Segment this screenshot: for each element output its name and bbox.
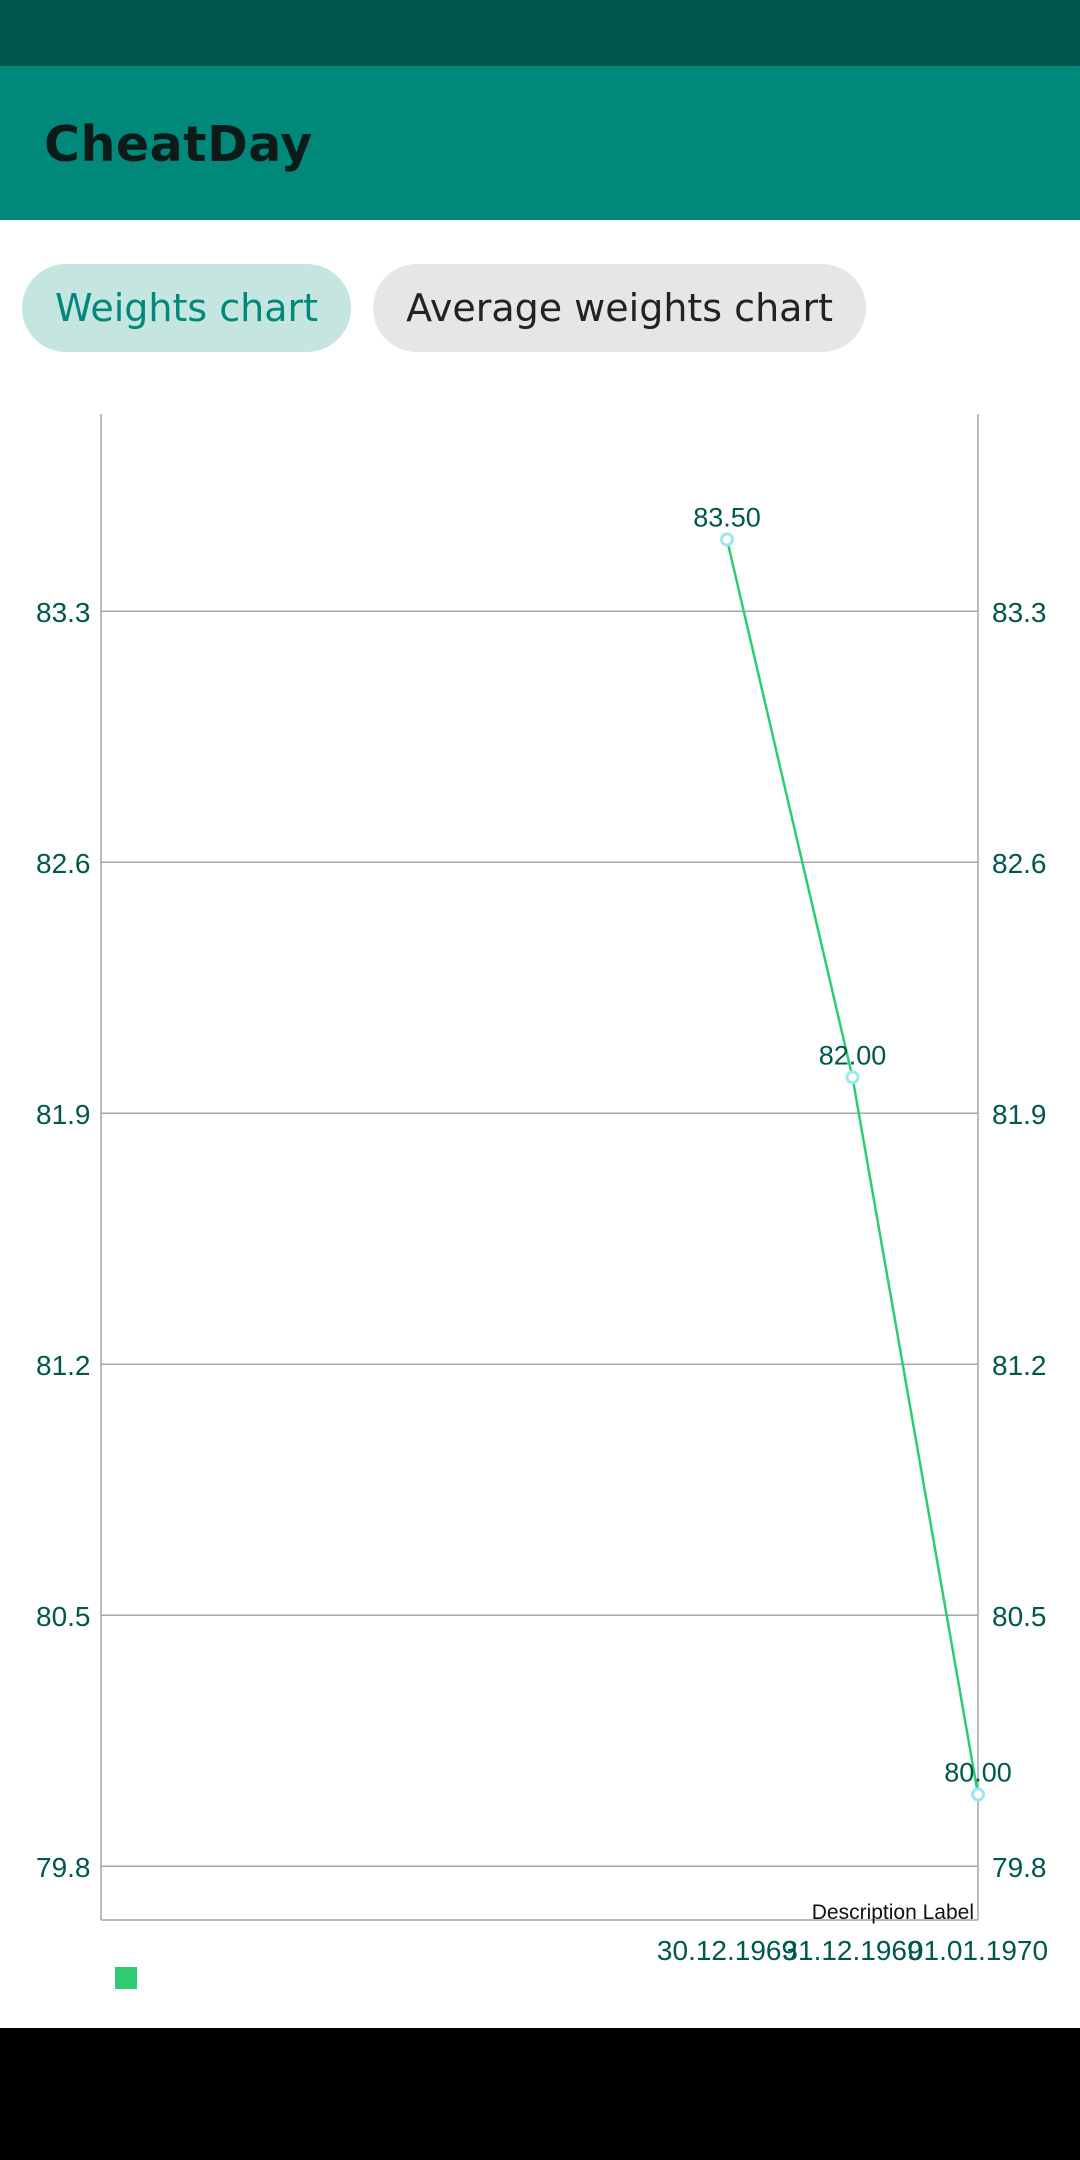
weights-chart: 83.3 83.3 82.6 82.6 81.9 81.9 81.2 81.2 80.5 80.5… <box>0 400 1080 2020</box>
status-bar <box>0 0 1080 66</box>
y-tick-label-left: 79.8 <box>36 1852 91 1883</box>
y-tick-label-right: 81.9 <box>992 1099 1047 1130</box>
x-tick-label: 31.12.1969 <box>782 1935 922 1966</box>
y-tick-label-right: 82.6 <box>992 848 1047 879</box>
data-point <box>971 1787 985 1802</box>
y-tick-label-right: 83.3 <box>992 597 1047 628</box>
y-tick-label-right: 79.8 <box>992 1852 1047 1883</box>
app-bar: CheatDay <box>0 66 1080 220</box>
y-tick-label-right: 81.2 <box>992 1350 1047 1381</box>
data-point <box>845 1070 860 1085</box>
weights-chart-svg: 83.3 83.3 82.6 82.6 81.9 81.9 81.2 81.2 80.5 80.5… <box>36 414 1048 1989</box>
data-label: 80.00 <box>944 1758 1012 1788</box>
x-tick-label: 30.12.1969 <box>657 1935 797 1966</box>
app-title: CheatDay <box>44 116 313 173</box>
y-tick-label-left: 83.3 <box>36 597 91 628</box>
x-tick-label: 01.01.1970 <box>908 1935 1048 1966</box>
data-label: 82.00 <box>819 1040 887 1070</box>
data-point <box>720 532 734 547</box>
data-label: 83.50 <box>693 503 761 533</box>
y-tick-label-right: 80.5 <box>992 1601 1047 1632</box>
tab-average-weights-chart[interactable]: Average weights chart <box>373 264 866 352</box>
y-tick-label-left: 80.5 <box>36 1601 91 1632</box>
y-tick-label-left: 82.6 <box>36 848 91 879</box>
description-label: Description Label <box>812 1901 974 1924</box>
y-tick-label-left: 81.2 <box>36 1350 91 1381</box>
y-tick-label-left: 81.9 <box>36 1099 91 1130</box>
tab-weights-chart[interactable]: Weights chart <box>22 264 352 352</box>
legend-swatch <box>115 1967 137 1989</box>
chart-tabs: Weights chart Average weights chart <box>22 264 866 352</box>
navigation-bar <box>0 2028 1080 2160</box>
series-line <box>725 539 980 1795</box>
